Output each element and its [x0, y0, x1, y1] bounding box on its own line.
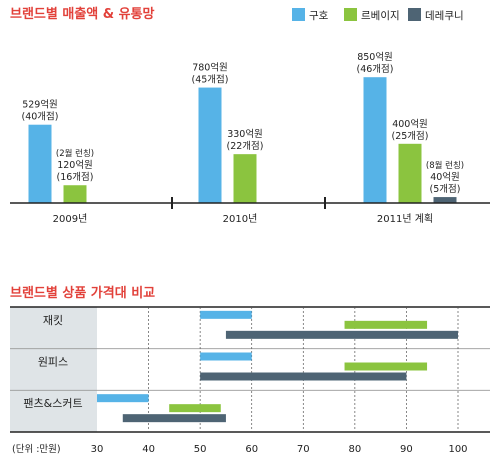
chart2-range-bar: [344, 362, 428, 371]
chart1-bar: [28, 124, 52, 203]
chart1-bar: [363, 77, 387, 203]
chart1-data-label: 40억원: [430, 171, 460, 183]
chart1-data-label: (8월 런칭): [426, 160, 464, 171]
chart1-bar: [63, 185, 87, 203]
chart1-category-label: 2010년: [223, 213, 258, 225]
chart1-category-dividers: [171, 197, 326, 209]
chart1-category-label: 2009년: [53, 213, 88, 225]
chart1-data-label: 120억원: [57, 159, 93, 171]
chart1-data-label: (40개점): [22, 111, 59, 123]
chart1-data-label: (5개점): [430, 183, 461, 195]
chart1-data-label: (25개점): [392, 130, 429, 142]
chart1-bars: 529억원(40개점) 780억원(45개점) 850억원(46개점) (2월 런칭)…: [22, 51, 464, 203]
chart1-data-label: 780억원: [192, 62, 228, 74]
chart1-legend-swatch: [292, 8, 305, 21]
chart2-tick-label: 60: [245, 444, 258, 455]
chart2-title: 브랜드별 상품 가격대 비교: [10, 285, 155, 301]
chart1-bar: [233, 154, 257, 203]
chart1-data-label: (22개점): [227, 140, 264, 152]
chart2-range-bar: [200, 310, 252, 319]
chart2-range-bar: [200, 352, 252, 361]
chart2-range-bar: [97, 394, 149, 403]
chart2-range-bar: [344, 320, 428, 329]
chart1-legend-swatch: [408, 8, 421, 21]
chart2-tick-label: 50: [194, 444, 207, 455]
chart2-bars: [97, 310, 458, 423]
chart2-range-bar: [225, 330, 458, 339]
chart1-data-label: (45개점): [192, 74, 229, 86]
chart2-tick-label: 100: [448, 444, 467, 455]
chart2-range-bar: [122, 414, 226, 423]
chart1-category-label: 2011년 계획: [377, 213, 433, 225]
chart1-data-label: 850억원: [357, 51, 393, 63]
chart2-category-label: 팬츠&스커트: [23, 397, 82, 410]
chart1-data-label: 529억원: [22, 99, 58, 111]
chart1-data-label: 330억원: [227, 128, 263, 140]
chart1-data-label: (16개점): [57, 171, 94, 183]
chart1-bar: [398, 143, 422, 203]
chart2-tick-label: 70: [297, 444, 310, 455]
chart1-bar: [198, 87, 222, 203]
chart2-axis: (단위 :만원) 30 40 50 60 70 80 90 100: [12, 443, 468, 455]
chart2-tick-label: 30: [91, 444, 104, 455]
chart1-legend-label: 르베이지: [361, 10, 400, 22]
chart2-category-column: [10, 307, 97, 432]
chart1-legend: 구호 르베이지 데레쿠니: [292, 8, 464, 22]
chart1-title: 브랜드별 매출액 & 유통망: [10, 6, 155, 22]
chart1-data-label: (46개점): [357, 63, 394, 75]
chart1-legend-label: 구호: [309, 10, 329, 22]
chart2-category-label: 원피스: [38, 356, 68, 369]
chart1-category-labels: 2009년 2010년 2011년 계획: [53, 213, 433, 225]
chart2-range-bar: [200, 372, 407, 381]
chart2-tick-label: 80: [348, 444, 361, 455]
chart2-category-label: 재킷: [43, 314, 63, 327]
chart2-tick-label: 40: [142, 444, 155, 455]
chart1-data-label: (2월 런칭): [56, 148, 94, 159]
chart1-legend-label: 데레쿠니: [425, 10, 464, 22]
chart2-unit-label: (단위 :만원): [12, 443, 61, 455]
chart1-legend-swatch: [344, 8, 357, 21]
chart2-tick-label: 90: [400, 444, 413, 455]
chart2-range-bar: [169, 404, 221, 413]
chart1-bar: [433, 197, 457, 203]
chart1-data-label: 400억원: [392, 118, 428, 130]
